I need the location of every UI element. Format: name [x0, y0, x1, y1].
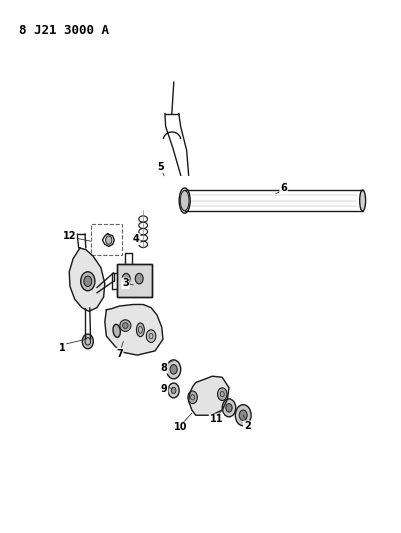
Circle shape	[146, 330, 156, 342]
Circle shape	[226, 403, 232, 412]
Polygon shape	[69, 248, 105, 311]
Text: 6: 6	[280, 183, 287, 193]
Bar	[91, 224, 122, 255]
Polygon shape	[105, 304, 163, 355]
Circle shape	[84, 276, 92, 287]
Ellipse shape	[136, 323, 144, 337]
Text: 10: 10	[174, 422, 188, 432]
Text: 11: 11	[210, 415, 223, 424]
Polygon shape	[188, 376, 229, 415]
Circle shape	[105, 236, 112, 244]
Ellipse shape	[360, 190, 366, 211]
Text: 8: 8	[161, 363, 168, 373]
Circle shape	[235, 405, 251, 426]
Circle shape	[171, 387, 176, 393]
Ellipse shape	[182, 190, 188, 211]
Text: 9: 9	[161, 384, 168, 394]
Circle shape	[82, 334, 93, 349]
Ellipse shape	[113, 325, 120, 337]
Bar	[117, 264, 152, 297]
Circle shape	[135, 273, 143, 284]
Text: 3: 3	[122, 278, 129, 288]
Text: 8 J21 3000 A: 8 J21 3000 A	[18, 24, 109, 37]
Circle shape	[168, 383, 179, 398]
Bar	[117, 264, 152, 297]
Circle shape	[217, 388, 227, 400]
Text: 4: 4	[133, 234, 140, 244]
Ellipse shape	[123, 322, 128, 328]
Circle shape	[166, 360, 181, 379]
Text: 12: 12	[63, 231, 76, 241]
Text: 5: 5	[158, 163, 164, 172]
Text: 7: 7	[116, 349, 123, 359]
Text: 1: 1	[59, 343, 65, 353]
Circle shape	[239, 410, 247, 421]
Circle shape	[222, 399, 236, 417]
Circle shape	[81, 272, 95, 291]
Ellipse shape	[120, 320, 131, 332]
Circle shape	[188, 391, 197, 403]
Ellipse shape	[179, 188, 190, 213]
Circle shape	[170, 365, 177, 374]
Text: 2: 2	[244, 421, 251, 431]
Circle shape	[122, 273, 130, 284]
